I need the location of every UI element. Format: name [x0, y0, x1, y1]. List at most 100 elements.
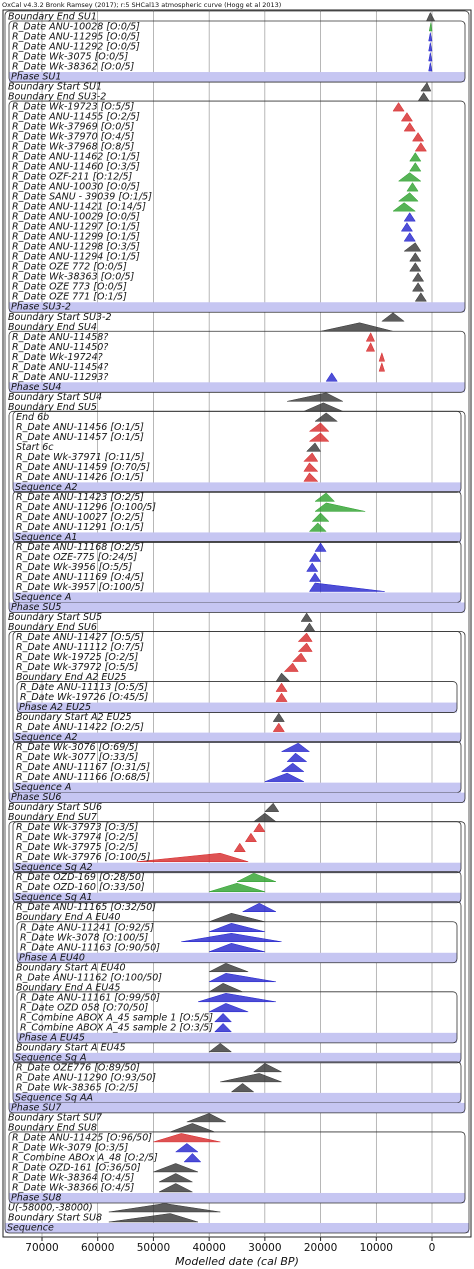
distribution — [287, 392, 343, 402]
distribution — [420, 82, 432, 92]
item-label: Boundary Start A EU45 — [16, 1042, 126, 1053]
item-label: Boundary Start SU4 — [8, 392, 102, 403]
distribution — [397, 172, 422, 182]
item-label: Boundary Start A2 EU25 — [16, 712, 132, 723]
distribution — [170, 1123, 215, 1133]
group-band — [13, 862, 461, 873]
group-box — [8, 631, 466, 804]
distribution — [297, 632, 313, 642]
frame — [2, 9, 472, 1238]
group-box — [12, 901, 462, 1064]
distribution — [108, 1213, 199, 1223]
group-band — [9, 302, 465, 313]
item-label: R_Date ANU-10028 [O:0/5] — [12, 22, 140, 33]
distribution — [414, 142, 427, 152]
item-label: R_Date OZF-211 [O:12/5] — [12, 172, 132, 183]
item-label: R_Date ANU-11169 [O:4/5] — [16, 572, 144, 583]
group-band — [13, 782, 461, 793]
distribution — [220, 1073, 282, 1083]
distribution — [308, 432, 330, 442]
item-label: Boundary End A EU40 — [16, 912, 120, 923]
distribution — [428, 62, 433, 72]
distribution — [378, 361, 385, 372]
distribution — [378, 351, 385, 362]
item-label: R_Date Wk-3956 [O:5/5] — [16, 562, 132, 573]
distribution — [209, 922, 265, 933]
item-label: End 6b — [16, 412, 49, 423]
distribution — [428, 22, 433, 32]
distribution — [272, 712, 285, 722]
distribution — [242, 902, 277, 912]
distribution — [275, 672, 291, 682]
item-label: R_Date ANU-11454? — [12, 362, 108, 373]
distribution — [209, 912, 265, 922]
item-label: R_Date ANU-11459 [O:70/5] — [16, 462, 150, 473]
distribution — [306, 442, 322, 452]
distribution — [397, 192, 419, 202]
group-label: Phase SU6 — [11, 792, 61, 803]
distribution — [283, 662, 299, 672]
distribution — [306, 562, 319, 572]
group-label: Sequence A1 — [15, 532, 77, 543]
item-label: Boundary End SU4 — [8, 322, 97, 333]
item-label: Boundary Start SU8 — [8, 1212, 102, 1223]
distribution — [275, 682, 288, 692]
item-label: Boundary Start A EU40 — [16, 962, 126, 973]
group-box — [16, 921, 458, 964]
distribution — [308, 552, 322, 562]
item-label: Boundary Start SU3-2 — [8, 312, 112, 323]
distribution — [236, 872, 277, 882]
distribution — [230, 1083, 255, 1093]
item-label: Boundary End SU8 — [8, 1122, 97, 1133]
x-tick-label: 60000 — [81, 1242, 114, 1254]
distribution — [303, 402, 343, 412]
item-label: Boundary Start SU5 — [8, 612, 102, 623]
distribution — [264, 802, 280, 812]
distribution — [320, 322, 394, 332]
distribution — [412, 282, 425, 292]
distribution — [233, 842, 246, 852]
item-label: R_Date Wk-3076 [O:69/5] — [16, 742, 138, 753]
item-label: R_Date ANU-11458? — [12, 332, 108, 343]
distribution — [153, 1133, 221, 1143]
distribution — [303, 622, 316, 632]
group-band — [13, 532, 461, 543]
distribution — [280, 762, 305, 772]
group-label: Phase A EU40 — [19, 952, 85, 963]
group-box — [12, 490, 462, 543]
item-label: R_Date ANU-10030 [O:0/5] — [12, 182, 140, 193]
group-label: Sequence A — [15, 782, 71, 793]
item-label: R_Combine ABOX A_45 sample 2 [O:3/5] — [20, 1022, 213, 1033]
item-label: R_Date ANU-11299 [O:1/5] — [12, 232, 140, 243]
group-box — [8, 330, 466, 393]
distribution — [183, 1153, 202, 1163]
group-band — [17, 1032, 457, 1043]
distribution — [214, 1022, 233, 1033]
group-band — [9, 602, 465, 613]
item-label: R_Date OZE 771 [O:1/5] — [12, 292, 127, 303]
group-box — [12, 871, 462, 904]
item-label: R_Date Wk-37973 [O:3/5] — [16, 822, 138, 833]
item-label: R_Date ANU-11457 [O:1/5] — [16, 432, 144, 443]
item-label: R_Date Wk-19723 [O:5/5] — [12, 102, 134, 113]
distribution — [308, 582, 385, 592]
item-label: Boundary End SU6 — [8, 622, 97, 633]
item-label: R_Date OZE 772 [O:0/5] — [12, 262, 127, 273]
item-label: R_Date Wk-37970 [O:4/5] — [12, 132, 134, 143]
group-box — [4, 10, 470, 1234]
group-label: Sequence Sq A2 — [15, 862, 93, 873]
distribution — [409, 152, 422, 162]
item-label: R_Date OZD-160 [O:33/50] — [16, 882, 145, 893]
group-box — [16, 991, 458, 1044]
group-box — [8, 821, 466, 1114]
distribution — [400, 112, 413, 122]
item-label: R_Date OZE-775 [O:24/5] — [16, 552, 138, 563]
group-band — [9, 382, 465, 393]
distribution — [209, 882, 265, 892]
group-band — [13, 1052, 461, 1063]
item-label: R_Date Wk-38366 [O:4/5] — [12, 1182, 134, 1193]
x-tick-label: 40000 — [192, 1242, 225, 1254]
item-label: R_Date Wk-19724? — [12, 352, 103, 363]
group-label: Phase SU1 — [11, 72, 61, 83]
distribution — [403, 242, 422, 252]
